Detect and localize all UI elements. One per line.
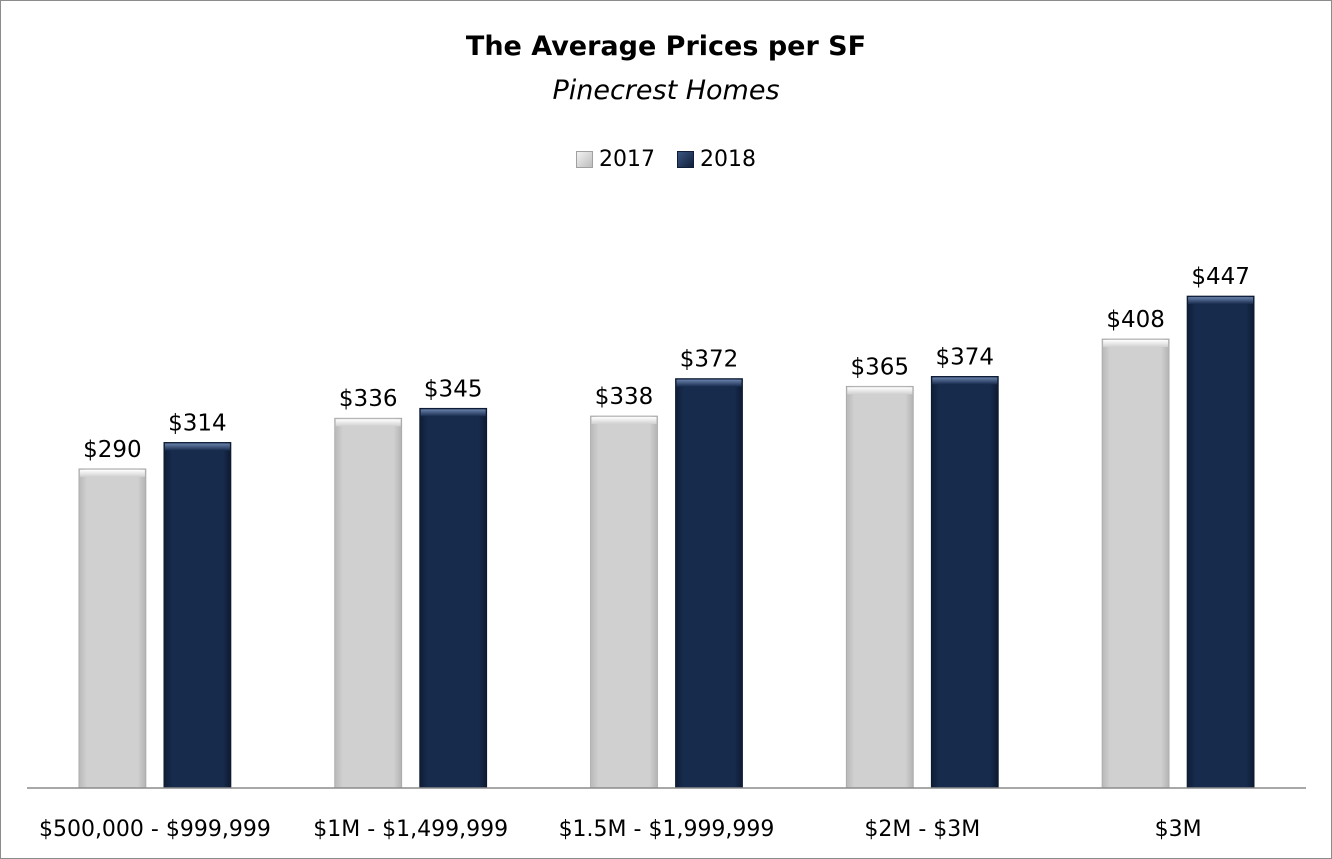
x-tick-label-1: $1M - $1,499,999 [313, 817, 508, 842]
bar-cap-2017-0 [79, 469, 145, 477]
data-label-2018-0: $314 [168, 410, 227, 436]
data-label-2018-4: $447 [1191, 264, 1250, 290]
data-label-2018-3: $374 [936, 344, 995, 370]
bar-2017-3 [845, 385, 914, 789]
bar-cap-2017-4 [1103, 339, 1169, 347]
bar-cap-2017-1 [335, 419, 401, 427]
data-label-2018-1: $345 [424, 376, 483, 402]
bar-2017-0 [78, 468, 147, 789]
bar-2017-1 [334, 417, 403, 789]
legend-label-2018: 2018 [700, 147, 756, 172]
bar-2018-3 [930, 376, 999, 789]
x-tick-label-4: $3M [1155, 817, 1202, 842]
bar-cap-2017-3 [847, 387, 913, 395]
bar-2017-2 [590, 415, 658, 789]
legend-item-2017: 2017 [576, 147, 655, 172]
bar-2018-1 [419, 407, 488, 789]
bar-cap-2018-4 [1188, 297, 1254, 305]
bar-2018-2 [675, 378, 743, 789]
bar-2018-4 [1186, 295, 1255, 789]
data-label-2017-0: $290 [83, 437, 142, 463]
x-tick-label-3: $2M - $3M [864, 817, 980, 842]
bar-cap-2018-2 [676, 379, 742, 387]
data-label-2017-3: $365 [851, 354, 910, 380]
bar-cap-2017-2 [591, 417, 657, 425]
data-label-2017-4: $408 [1106, 307, 1165, 333]
data-label-2017-2: $338 [595, 384, 654, 410]
data-label-2018-2: $372 [680, 347, 739, 373]
legend: 2017 2018 [1, 147, 1331, 172]
x-tick-label-2: $1.5M - $1,999,999 [559, 817, 775, 842]
bar-2018-0 [163, 442, 232, 789]
legend-item-2018: 2018 [677, 147, 756, 172]
chart-title: The Average Prices per SF [465, 31, 867, 62]
data-label-2017-1: $336 [339, 386, 398, 412]
legend-swatch-2018 [677, 151, 694, 168]
x-tick-label-0: $500,000 - $999,999 [39, 817, 271, 842]
bar-cap-2018-1 [420, 409, 486, 417]
bar-cap-2018-3 [932, 377, 998, 385]
bar-2017-4 [1101, 338, 1170, 789]
legend-label-2017: 2017 [599, 147, 655, 172]
legend-swatch-2017 [576, 151, 593, 168]
chart-subtitle: Pinecrest Homes [552, 75, 780, 106]
bar-cap-2018-0 [164, 443, 230, 451]
